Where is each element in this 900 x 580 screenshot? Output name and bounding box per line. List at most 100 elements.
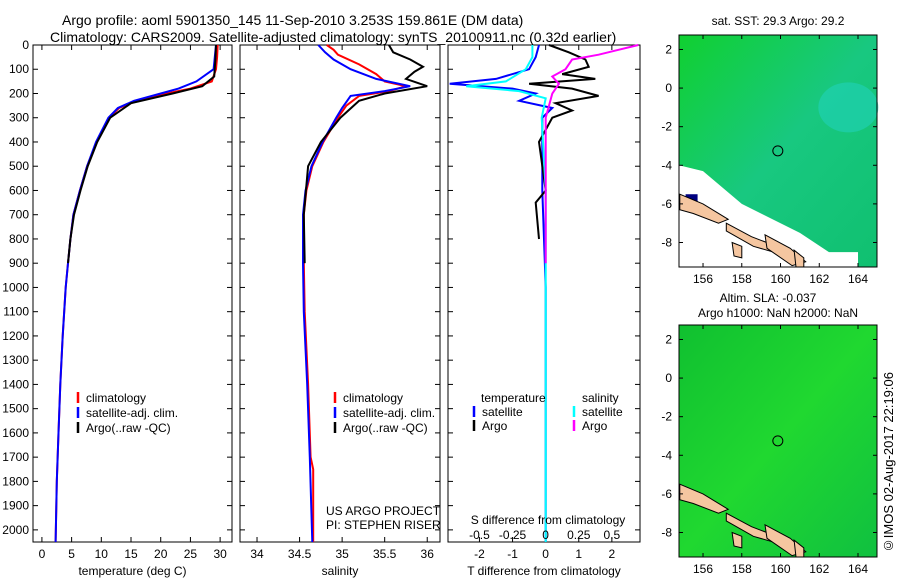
title-line-2: Climatology: CARS2009. Satellite-adjuste… bbox=[50, 29, 617, 45]
lat-tick-label: 2 bbox=[665, 42, 672, 56]
map-frame bbox=[678, 324, 878, 558]
x-tick-label: 2 bbox=[609, 547, 616, 561]
series-line-s-argo bbox=[544, 44, 639, 264]
x-tick-label: 0 bbox=[542, 547, 549, 561]
lon-tick-label: 164 bbox=[848, 562, 868, 576]
profile-location-marker bbox=[772, 145, 784, 157]
s-tick-label: -0.25 bbox=[499, 528, 527, 542]
series-line-s-satellite bbox=[466, 45, 547, 542]
title-line-1: Argo profile: aoml 5901350_145 11-Sep-20… bbox=[62, 12, 524, 28]
lon-tick-label: 162 bbox=[809, 562, 829, 576]
legend-label: satellite-adj. clim. bbox=[86, 406, 178, 420]
y-tick-label: 1700 bbox=[2, 450, 29, 464]
y-tick-label: 2000 bbox=[2, 523, 29, 537]
legend-label: satellite-adj. clim. bbox=[343, 406, 435, 420]
x-tick-label: 15 bbox=[124, 547, 138, 561]
map-title-2: Argo h1000: NaN h2000: NaN bbox=[698, 306, 858, 320]
y-tick-label: 1600 bbox=[2, 426, 29, 440]
y-tick-label: 800 bbox=[9, 232, 29, 246]
legend-title-salinity: salinity bbox=[582, 391, 619, 405]
lat-tick-label: -6 bbox=[661, 487, 672, 501]
timestamp: ©IMOS 02-Aug-2017 22:19:06 bbox=[881, 372, 896, 554]
legend-label: Argo bbox=[482, 419, 508, 433]
lat-tick-label: 0 bbox=[665, 371, 672, 385]
y-tick-label: 0 bbox=[22, 38, 29, 52]
y-tick-label: 1900 bbox=[2, 499, 29, 513]
x-tick-label: 35.5 bbox=[373, 547, 397, 561]
land-island bbox=[679, 193, 730, 224]
y-tick-label: 100 bbox=[9, 62, 29, 76]
map-sla: 156 158 160 162 164 2 0 -2 -4 -6 -8 Altim. SLA: -0.… bbox=[661, 291, 878, 576]
y-tick-label: 700 bbox=[9, 208, 29, 222]
y-tick-label: 1200 bbox=[2, 329, 29, 343]
lon-tick-label: 156 bbox=[693, 272, 713, 286]
series-line-climatology bbox=[302, 44, 407, 542]
s-axis-label: S difference from climatology bbox=[471, 513, 626, 527]
lat-tick-label: -2 bbox=[661, 410, 672, 424]
x-tick-label: 10 bbox=[95, 547, 109, 561]
lat-tick-label: -4 bbox=[661, 158, 672, 172]
y-tick-label: 1100 bbox=[3, 305, 29, 319]
x-tick-label: 5 bbox=[68, 547, 75, 561]
x-tick-label: -1 bbox=[507, 547, 518, 561]
plot-frame bbox=[447, 44, 641, 543]
x-axis-label: salinity bbox=[322, 564, 359, 578]
map-sst: 156 158 160 162 164 2 0 -2 -4 -6 -8 sat. SST: 29.3 … bbox=[661, 14, 879, 286]
lat-tick-label: 2 bbox=[665, 332, 672, 346]
map-field bbox=[679, 325, 877, 557]
legend-label: climatology bbox=[343, 391, 403, 405]
y-tick-label: 600 bbox=[9, 183, 29, 197]
y-tick-label: 1400 bbox=[2, 377, 29, 391]
lat-tick-label: -8 bbox=[661, 235, 672, 249]
legend-label: satellite bbox=[582, 405, 623, 419]
series-line-argo-raw-qc- bbox=[302, 44, 428, 264]
profile-panel-1: 0 5 10 15 20 25 30 temperature (deg C) 0 100 200 30… bbox=[2, 38, 233, 578]
lon-tick-label: 156 bbox=[693, 562, 713, 576]
s-tick-label: 0 bbox=[542, 528, 549, 542]
lat-tick-label: -2 bbox=[661, 120, 672, 134]
legend-label: satellite bbox=[482, 405, 523, 419]
lon-tick-label: 162 bbox=[809, 272, 829, 286]
project-line-2: PI: STEPHEN RISER bbox=[326, 518, 441, 532]
land-island bbox=[679, 483, 730, 514]
map-frame bbox=[678, 34, 878, 268]
legend-label: climatology bbox=[86, 391, 146, 405]
series-line-argo-raw-qc- bbox=[67, 44, 217, 264]
lat-tick-label: -4 bbox=[661, 448, 672, 462]
series-line-t-satellite bbox=[449, 44, 555, 542]
s-tick-label: -0.5 bbox=[469, 528, 490, 542]
y-tick-label: 1500 bbox=[2, 402, 29, 416]
lon-tick-label: 158 bbox=[732, 272, 752, 286]
x-tick-label: 20 bbox=[154, 547, 168, 561]
s-tick-label: 0.5 bbox=[604, 528, 621, 542]
lon-tick-label: 164 bbox=[848, 272, 868, 286]
land-island bbox=[731, 241, 743, 259]
profile-panel-3: -2 -1 0 1 2 T difference from climatology temp… bbox=[447, 44, 641, 578]
x-tick-label: 34.5 bbox=[288, 547, 312, 561]
legend-title-temperature: temperature bbox=[481, 391, 546, 405]
lat-tick-label: 0 bbox=[665, 81, 672, 95]
y-tick-label: 900 bbox=[9, 256, 29, 270]
x-tick-label: 0 bbox=[39, 547, 46, 561]
series-line-climatology bbox=[54, 44, 219, 543]
y-tick-label: 1000 bbox=[2, 280, 29, 294]
plot-frame bbox=[32, 44, 233, 543]
lon-tick-label: 158 bbox=[732, 562, 752, 576]
map-title: sat. SST: 29.3 Argo: 29.2 bbox=[712, 14, 845, 28]
land-island bbox=[731, 531, 743, 549]
s-tick-label: 0.25 bbox=[567, 528, 591, 542]
map-missing-data bbox=[679, 165, 859, 267]
profile-panel-2: 34 34.5 35 35.5 36 salinity climatologysatelli… bbox=[239, 44, 441, 578]
x-tick-label: 34 bbox=[250, 547, 264, 561]
lon-tick-label: 160 bbox=[771, 272, 791, 286]
x-tick-label: -2 bbox=[474, 547, 485, 561]
lat-tick-label: -8 bbox=[661, 525, 672, 539]
x-tick-label: 1 bbox=[575, 547, 582, 561]
profile-location-marker bbox=[772, 435, 784, 447]
legend-label: Argo(..raw -QC) bbox=[343, 421, 428, 435]
series-line-satellite-adj-clim- bbox=[54, 44, 217, 543]
x-tick-label: 30 bbox=[213, 547, 227, 561]
x-tick-label: 36 bbox=[421, 547, 435, 561]
legend-label: Argo bbox=[582, 419, 608, 433]
